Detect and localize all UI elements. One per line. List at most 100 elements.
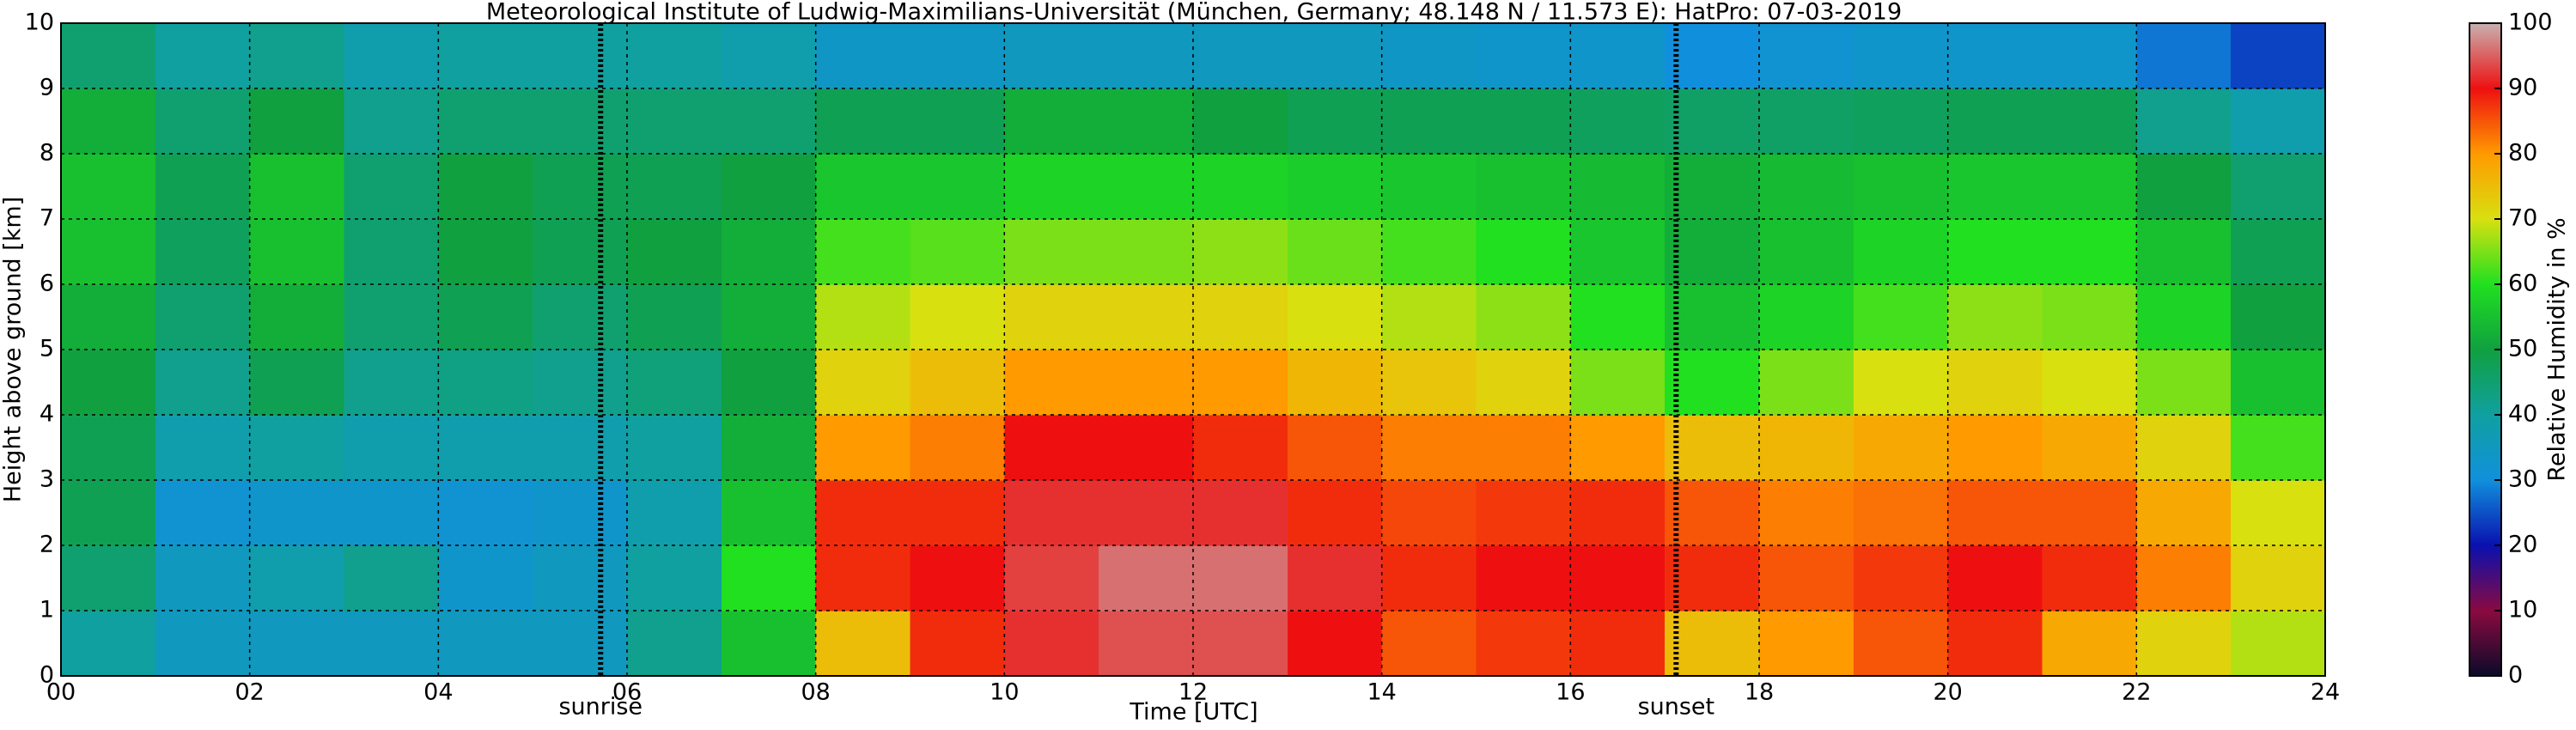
heatmap-cell xyxy=(1759,154,1854,220)
x-tick-label: 24 xyxy=(2311,679,2340,706)
heatmap-cell xyxy=(438,545,533,611)
heatmap-cell xyxy=(533,23,628,89)
x-tick-label: 08 xyxy=(801,679,830,706)
heatmap-cell xyxy=(155,611,251,677)
x-tick-label: 06 xyxy=(612,679,642,706)
x-tick-label: 16 xyxy=(1556,679,1585,706)
heatmap-cell xyxy=(1853,23,1949,89)
heatmap-cell xyxy=(910,284,1005,350)
y-axis-label: Height above ground [km] xyxy=(0,197,27,502)
heatmap-cell xyxy=(627,611,722,677)
heatmap-cell xyxy=(627,88,722,155)
heatmap-cell xyxy=(2231,219,2326,285)
x-tick-label: 14 xyxy=(1367,679,1396,706)
colorbar-tick-label: 40 xyxy=(2508,401,2537,428)
heatmap-cell xyxy=(438,88,533,155)
heatmap-cell xyxy=(61,154,156,220)
heatmap-cell xyxy=(1004,415,1099,481)
colorbar-tick-label: 70 xyxy=(2508,205,2537,232)
heatmap-cell xyxy=(1759,219,1854,285)
heatmap-cell xyxy=(1853,415,1949,481)
colorbar-segment xyxy=(2469,480,2501,546)
heatmap-cell xyxy=(1004,480,1099,546)
y-tick-label: 4 xyxy=(40,401,54,428)
heatmap-cell xyxy=(1947,154,2043,220)
heatmap-cell xyxy=(910,480,1005,546)
heatmap-cell xyxy=(249,154,344,220)
heatmap-cell xyxy=(533,545,628,611)
heatmap-cell xyxy=(2136,480,2232,546)
heatmap-cell xyxy=(2136,284,2232,350)
heatmap-cell xyxy=(155,154,251,220)
heatmap-cell xyxy=(2042,350,2137,416)
heatmap-cell xyxy=(1004,611,1099,677)
x-tick-label: 18 xyxy=(1745,679,1774,706)
heatmap-cell xyxy=(1381,23,1477,89)
heatmap-cell xyxy=(61,219,156,285)
heatmap-cell xyxy=(2231,154,2326,220)
heatmap-cell xyxy=(1099,350,1194,416)
heatmap-cell xyxy=(2042,480,2137,546)
heatmap-cell xyxy=(1853,611,1949,677)
heatmap-cell xyxy=(2231,611,2326,677)
heatmap-cell xyxy=(1570,480,1666,546)
heatmap-cell xyxy=(344,611,439,677)
heatmap-cell xyxy=(627,415,722,481)
x-tick-label: 00 xyxy=(46,679,76,706)
x-tick-label: 20 xyxy=(1933,679,1962,706)
heatmap-cell xyxy=(1099,154,1194,220)
heatmap-cell xyxy=(1570,23,1666,89)
heatmap-cell xyxy=(1759,350,1854,416)
heatmap-cell xyxy=(1287,545,1383,611)
heatmap-cell xyxy=(1947,23,2043,89)
heatmap-cell xyxy=(2042,611,2137,677)
heatmap-cell xyxy=(1759,415,1854,481)
heatmap-cell xyxy=(61,284,156,350)
heatmap-cell xyxy=(1947,415,2043,481)
heatmap-cell xyxy=(1476,611,1571,677)
heatmap-cell xyxy=(815,611,910,677)
heatmap-cell xyxy=(2136,154,2232,220)
heatmap-cell xyxy=(627,545,722,611)
heatmap-cell xyxy=(627,23,722,89)
heatmap-cell xyxy=(61,545,156,611)
heatmap-cell xyxy=(1947,350,2043,416)
heatmap-cell xyxy=(1947,545,2043,611)
heatmap-cell xyxy=(344,480,439,546)
heatmap-cell xyxy=(1381,350,1477,416)
heatmap-cell xyxy=(1004,545,1099,611)
heatmap-cell xyxy=(2042,284,2137,350)
heatmap-cell xyxy=(1476,545,1571,611)
heatmap-cell xyxy=(1570,154,1666,220)
heatmap-cell xyxy=(533,219,628,285)
colorbar-tick-label: 60 xyxy=(2508,271,2537,297)
heatmap-cell xyxy=(1853,350,1949,416)
heatmap-cell xyxy=(2231,350,2326,416)
colorbar-segment xyxy=(2469,23,2501,89)
heatmap-cell xyxy=(1287,415,1383,481)
heatmap-cell xyxy=(249,480,344,546)
y-tick-label: 10 xyxy=(25,9,54,36)
heatmap-cell xyxy=(1665,350,1760,416)
heatmap-cell xyxy=(721,545,817,611)
heatmap-cell xyxy=(2136,88,2232,155)
heatmap-cell xyxy=(61,415,156,481)
y-tick-label: 2 xyxy=(40,532,54,558)
heatmap-cell xyxy=(155,88,251,155)
heatmap-cell xyxy=(627,154,722,220)
heatmap-cell xyxy=(1287,611,1383,677)
heatmap-cell xyxy=(815,350,910,416)
heatmap-cell xyxy=(249,219,344,285)
y-tick-label: 3 xyxy=(40,466,54,493)
heatmap-cell xyxy=(438,415,533,481)
heatmap-cell xyxy=(344,23,439,89)
plot-frame xyxy=(60,22,2326,677)
heatmap-cell xyxy=(1665,415,1760,481)
heatmap-cell xyxy=(155,350,251,416)
colorbar-segment xyxy=(2469,219,2501,285)
heatmap-cell xyxy=(438,154,533,220)
heatmap-cell xyxy=(1381,545,1477,611)
y-tick-label: 5 xyxy=(40,336,54,362)
heatmap-cell xyxy=(1099,480,1194,546)
